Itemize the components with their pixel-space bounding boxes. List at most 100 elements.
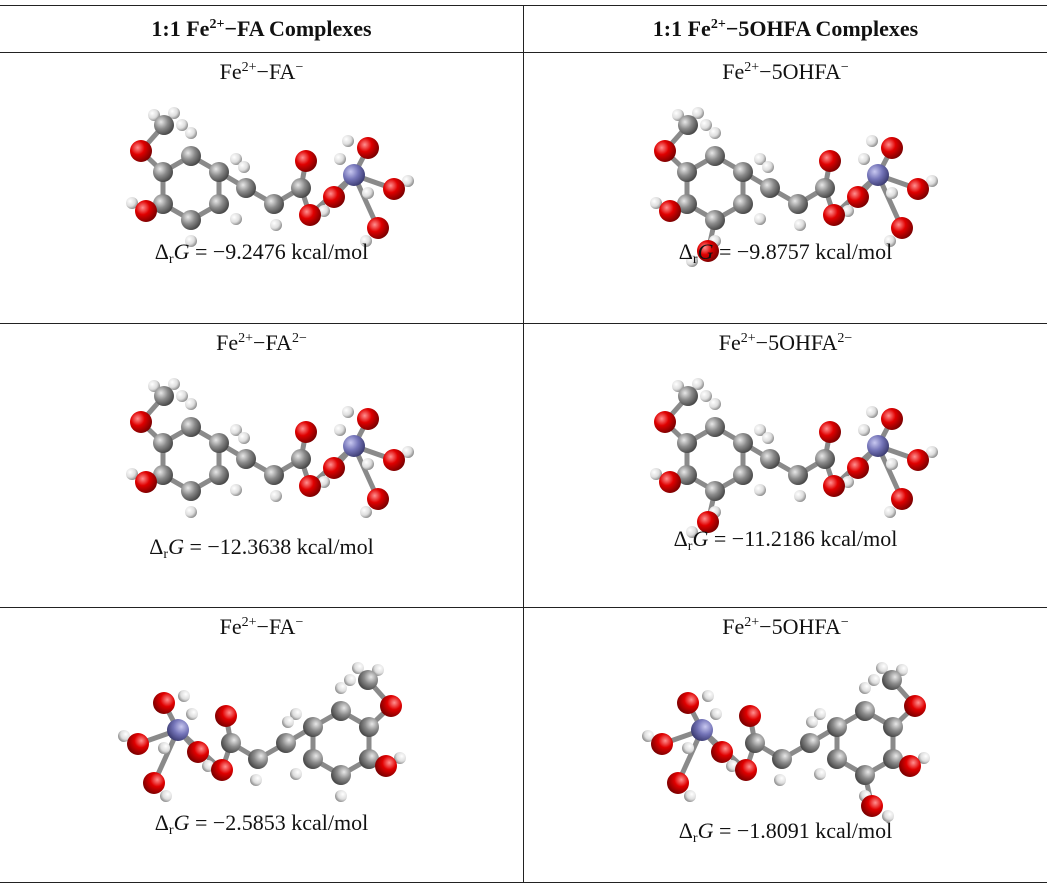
atom [654, 140, 676, 162]
atom [884, 506, 896, 518]
atom [209, 194, 229, 214]
atom [760, 178, 780, 198]
atom [299, 204, 321, 226]
atom [700, 390, 712, 402]
atom [774, 774, 786, 786]
table-cell: Fe2+−5OHFA− ΔrG = −9.8757 kcal/mol [523, 53, 1047, 323]
atom [334, 424, 346, 436]
atom [677, 692, 699, 714]
ion-charge: 2+ [744, 615, 759, 630]
atom [904, 695, 926, 717]
ion-charge: 2+ [242, 60, 257, 75]
atom [709, 127, 721, 139]
molecule-image [96, 364, 436, 544]
atom [282, 716, 294, 728]
atom [788, 194, 808, 214]
atom [178, 690, 190, 702]
atom [299, 475, 321, 497]
ion: Fe [722, 614, 744, 639]
atom [323, 457, 345, 479]
variable: G [698, 239, 714, 264]
atom [367, 217, 389, 239]
atom [380, 695, 402, 717]
atom [868, 674, 880, 686]
atom [158, 742, 170, 754]
atom [153, 692, 175, 714]
atom [855, 701, 875, 721]
reaction-energy: ΔrG = −1.8091 kcal/mol [524, 818, 1047, 844]
variable: G [174, 810, 190, 835]
atom [705, 146, 725, 166]
atom [270, 219, 282, 231]
atom [187, 741, 209, 763]
ligand-charge: 2− [292, 331, 307, 346]
ligand: −FA [253, 330, 292, 355]
atom [362, 187, 374, 199]
atom [185, 398, 197, 410]
atom [754, 484, 766, 496]
molecule [126, 378, 414, 518]
atom [375, 755, 397, 777]
atom [186, 708, 198, 720]
atom [160, 790, 172, 802]
header-cell: 1:1 Fe2+−FA Complexes [0, 6, 523, 52]
atom [130, 140, 152, 162]
atom [135, 471, 157, 493]
species-label: Fe2+−5OHFA− [524, 614, 1047, 640]
ion: Fe [220, 614, 242, 639]
atom [344, 674, 356, 686]
atom [861, 795, 883, 817]
table-cell: Fe2+−5OHFA2− ΔrG = −11.2186 kcal/mol [523, 324, 1047, 607]
atom [342, 135, 354, 147]
atom [357, 137, 379, 159]
atom [678, 386, 698, 406]
atom [684, 790, 696, 802]
page: 1:1 Fe2+−FA Complexes 1:1 Fe2+−5OHFA Com… [0, 0, 1047, 882]
atom [891, 217, 913, 239]
atom [677, 433, 697, 453]
molecule-image [620, 648, 960, 828]
atom [891, 488, 913, 510]
atom [659, 200, 681, 222]
atom [794, 219, 806, 231]
atom [209, 162, 229, 182]
atom [881, 408, 903, 430]
atom [705, 417, 725, 437]
atom [357, 408, 379, 430]
atom [855, 765, 875, 785]
atom [651, 733, 673, 755]
atom [127, 733, 149, 755]
ion-charge: 2+ [741, 331, 756, 346]
atom [867, 164, 889, 186]
reaction-energy: ΔrG = −2.5853 kcal/mol [0, 810, 523, 836]
ligand: −5OHFA [759, 59, 841, 84]
atom [238, 161, 250, 173]
atom [360, 506, 372, 518]
atom [181, 146, 201, 166]
ligand-charge: − [841, 60, 849, 75]
equals: = [189, 810, 212, 835]
atom [710, 708, 722, 720]
table-cell: Fe2+−5OHFA− ΔrG = −1.8091 kcal/mol [523, 608, 1047, 882]
energy-value: −11.2186 kcal/mol [732, 526, 898, 551]
atom [709, 398, 721, 410]
ligand: −5OHFA [759, 614, 841, 639]
ion: Fe [220, 59, 242, 84]
molecule [118, 662, 406, 802]
reaction-energy: ΔrG = −12.3638 kcal/mol [0, 534, 523, 560]
header-text: −FA Complexes [224, 16, 371, 41]
atom [135, 200, 157, 222]
atom [181, 210, 201, 230]
variable: G [168, 534, 184, 559]
atom [358, 670, 378, 690]
atom [733, 162, 753, 182]
atom [772, 749, 792, 769]
atom [700, 119, 712, 131]
atom [823, 204, 845, 226]
ligand-charge: − [295, 615, 303, 630]
atom [866, 406, 878, 418]
ion: Fe [216, 330, 238, 355]
atom [819, 150, 841, 172]
reaction-energy: ΔrG = −11.2186 kcal/mol [524, 526, 1047, 552]
delta: Δ [155, 239, 169, 264]
